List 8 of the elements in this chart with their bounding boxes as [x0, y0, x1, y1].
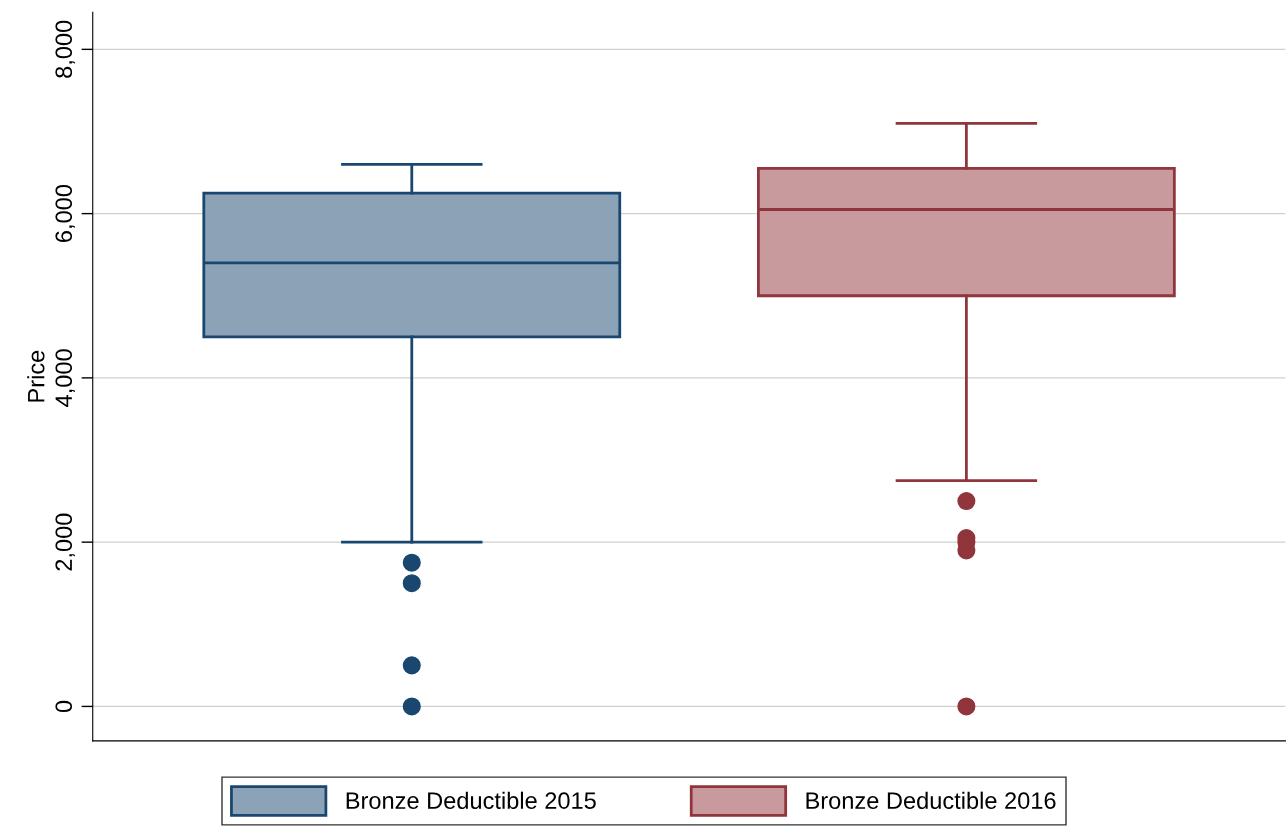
y-tick-label: 6,000 [55, 185, 75, 242]
legend-label: Bronze Deductible 2016 [806, 791, 1056, 809]
y-tick-label: 0 [55, 700, 73, 713]
y-tick-label: 2,000 [55, 513, 75, 571]
y-axis-title: Price [27, 350, 45, 402]
y-tick-label: 8,000 [55, 20, 75, 78]
legend-label: Bronze Deductible 2015 [346, 791, 596, 809]
y-tick-label: 4,000 [55, 349, 75, 407]
